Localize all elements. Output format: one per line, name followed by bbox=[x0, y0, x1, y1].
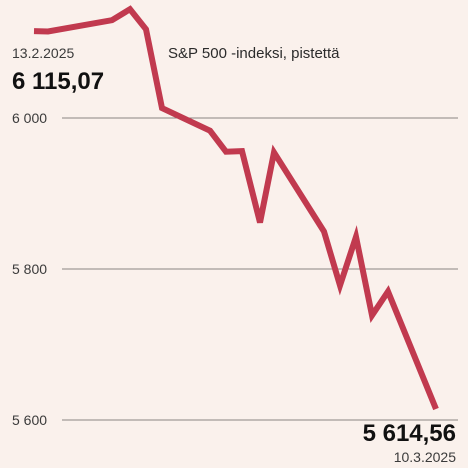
start-date-label: 13.2.2025 bbox=[12, 45, 74, 61]
y-tick-label: 5 800 bbox=[12, 261, 47, 277]
y-tick-label: 5 600 bbox=[12, 412, 47, 428]
y-tick-label: 6 000 bbox=[12, 110, 47, 126]
end-value-label: 5 614,56 bbox=[363, 420, 456, 447]
end-date-label: 10.3.2025 bbox=[394, 449, 456, 465]
start-value-label: 6 115,07 bbox=[12, 68, 104, 95]
y-tick-labels: 5 600 5 800 6 000 bbox=[12, 110, 47, 428]
gridlines bbox=[62, 117, 458, 421]
chart-subtitle: S&P 500 -indeksi, pistettä bbox=[168, 45, 340, 62]
sp500-series-line bbox=[33, 5, 439, 411]
